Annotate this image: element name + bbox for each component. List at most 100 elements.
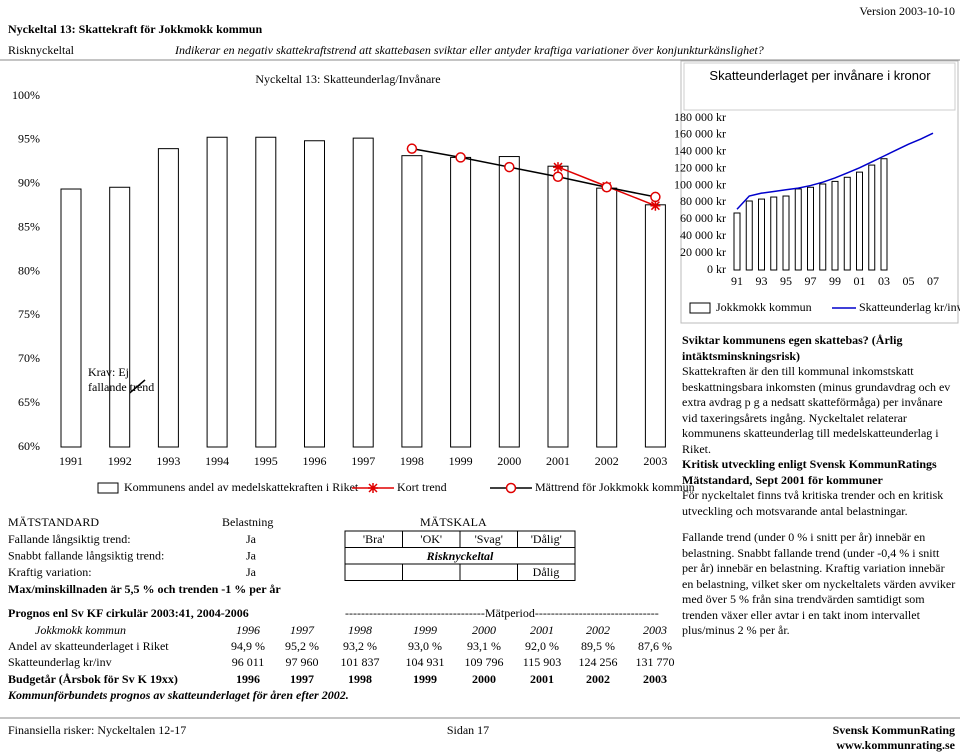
table-cell: 96 011 [232, 655, 265, 669]
marker [650, 191, 661, 203]
footer-page: Sidan 17 [447, 723, 489, 737]
table-cell: 2002 [586, 672, 610, 686]
scale-grid [344, 530, 576, 581]
scale-level: 'Bra' [363, 532, 385, 546]
bar [831, 180, 839, 271]
bar [109, 186, 131, 448]
title: Nyckeltal 13: Skattekraft för Jokkmokk k… [8, 22, 262, 36]
footer-section: Finansiella risker: Nyckeltalen 12-17 [8, 723, 186, 737]
table-row-label: Skatteunderlag kr/inv [8, 655, 112, 669]
table-cell: 1997 [290, 672, 314, 686]
bar [770, 196, 778, 271]
table-cell: 109 796 [465, 655, 504, 669]
bar [758, 198, 765, 271]
bar [304, 140, 325, 448]
table-cell: 93,2 % [343, 639, 377, 653]
standard-row-load: Ja [246, 532, 257, 546]
bar [157, 148, 179, 448]
bar [498, 156, 520, 448]
table-row-label: Budgetår (Årsbok för Sv K 19xx) [8, 672, 178, 686]
y-tick-label: 100% [12, 88, 40, 102]
table-cell: 1997 [290, 623, 315, 637]
table-cell: 87,6 % [638, 639, 672, 653]
x-tick-label: 1995 [254, 454, 278, 468]
table-cell: 92,0 % [525, 639, 559, 653]
x-tick-label: 2001 [546, 454, 570, 468]
chart-title: Nyckeltal 13: Skatteunderlag/Invånare [255, 72, 440, 86]
scale-title: MÄTSKALA [420, 515, 487, 529]
x-tick-label: 1999 [449, 454, 473, 468]
bar [733, 212, 741, 271]
x-tick-label: 2000 [497, 454, 521, 468]
bar [206, 136, 228, 448]
x-tick-label: 99 [829, 274, 841, 288]
bar [794, 188, 802, 271]
y-tick-label: 75% [18, 307, 40, 321]
category: Risknyckeltal [8, 43, 75, 57]
bar [745, 200, 753, 271]
y-tick-label: 85% [18, 219, 40, 233]
legend-label: Kort trend [397, 480, 447, 494]
footer-company: Svensk KommunRating [833, 723, 955, 737]
x-tick-label: 91 [731, 274, 743, 288]
marker [553, 162, 563, 173]
bar [401, 155, 423, 448]
marker [504, 161, 515, 173]
bar [596, 187, 618, 448]
annotation: fallande trend [88, 380, 154, 394]
table-note: Kommunförbundets prognos av skatteunderl… [7, 688, 349, 702]
x-tick-label: 1998 [400, 454, 424, 468]
rating-body: För nyckeltalet finns två kritiska trend… [682, 488, 944, 518]
table-cell: 2001 [530, 672, 554, 686]
table-cell: 1998 [348, 623, 372, 637]
legend-label: Mättrend för Jokkmokk kommun [535, 480, 695, 494]
y-tick-label: 160 000 kr [674, 127, 726, 141]
standard-row-label: Kraftig variation: [8, 565, 92, 579]
description-heading: Sviktar kommunens egen skattebas? (Årlig… [682, 333, 903, 363]
prognos-source: Prognos enl Sv KF cirkulär 2003:41, 2004… [8, 606, 249, 620]
legend-marker [368, 483, 378, 493]
y-tick-label: 20 000 kr [680, 245, 726, 259]
table-cell: 1999 [413, 623, 437, 637]
table-cell: 2003 [643, 623, 667, 637]
prognos-period: -----------------------------------Mätpe… [345, 606, 659, 620]
bar [450, 156, 472, 448]
scale-result: Dålig [533, 565, 560, 579]
y-tick-label: 90% [18, 176, 40, 190]
marker [601, 182, 612, 193]
x-tick-label: 2002 [595, 454, 619, 468]
bar [782, 195, 790, 271]
standard-row-label: Fallande långsiktig trend: [8, 532, 131, 546]
y-tick-label: 100 000 kr [674, 177, 726, 191]
rating: Kritisk utveckling enligt Svensk KommunR… [682, 457, 956, 519]
description: Sviktar kommunens egen skattebas? (Årlig… [682, 333, 956, 457]
y-tick-label: 60% [18, 439, 40, 453]
legend-swatch [689, 302, 711, 314]
legend-label: Skatteunderlag kr/inv [859, 300, 960, 314]
bar [352, 137, 374, 448]
table-cell: 2000 [472, 672, 496, 686]
y-tick-label: 120 000 kr [674, 160, 726, 174]
y-tick-label: 40 000 kr [680, 228, 726, 242]
bar [819, 183, 827, 271]
bar [644, 204, 666, 448]
table-cell: 1998 [348, 672, 372, 686]
table-cell: 124 256 [579, 655, 618, 669]
table-cell: 2002 [586, 623, 610, 637]
rating-details: Fallande trend (under 0 % i snitt per år… [682, 530, 956, 637]
table-cell: 104 931 [406, 655, 445, 669]
x-tick-label: 1994 [205, 454, 229, 468]
bar [255, 136, 277, 448]
table-cell: 101 837 [341, 655, 380, 669]
y-tick-label: 0 kr [707, 262, 726, 276]
bar [880, 158, 888, 271]
table-cell: 115 903 [523, 655, 562, 669]
load-title: Belastning [222, 515, 273, 529]
marker [455, 152, 466, 163]
table-cell: 1996 [236, 672, 260, 686]
standard-row-load: Ja [246, 565, 257, 579]
x-tick-label: 05 [903, 274, 915, 288]
y-tick-label: 65% [18, 395, 40, 409]
